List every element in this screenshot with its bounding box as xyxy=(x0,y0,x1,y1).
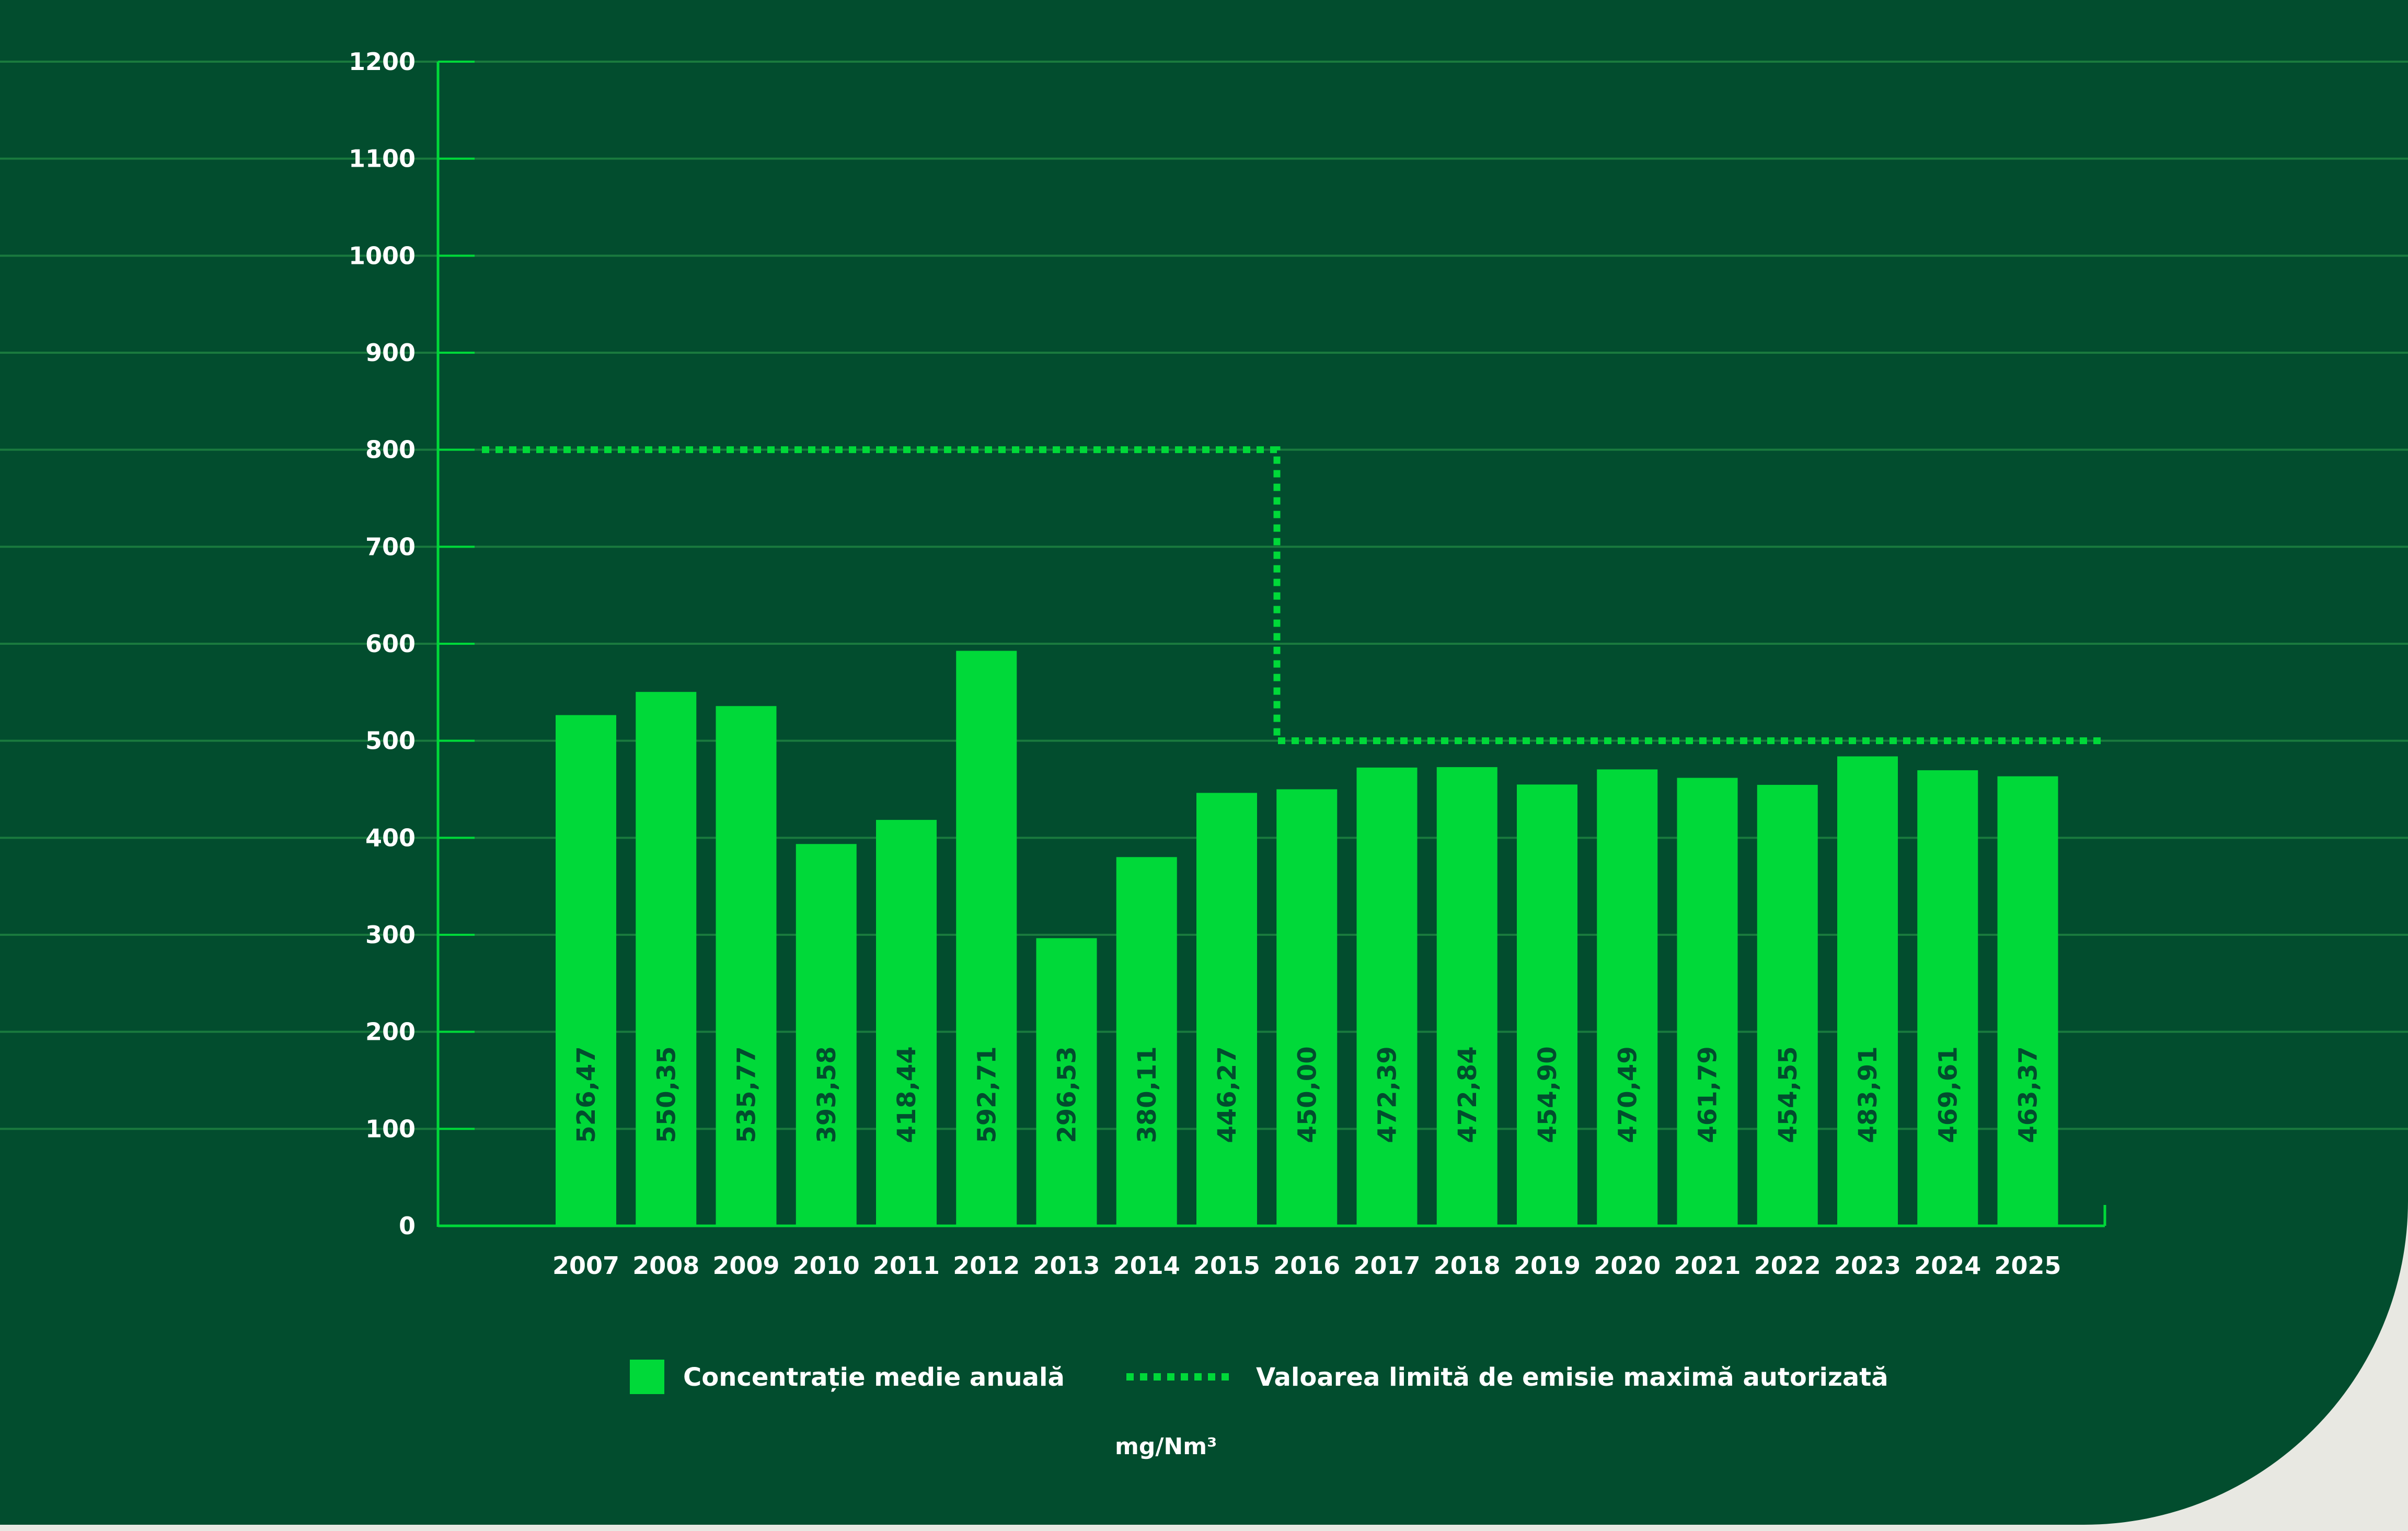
bar-value-label: 418,44 xyxy=(892,1046,921,1143)
bar xyxy=(1517,784,1577,1226)
bar-value-label: 472,39 xyxy=(1373,1046,1402,1143)
bar xyxy=(1356,767,1418,1226)
bar xyxy=(1997,776,2058,1226)
x-tick-label: 2009 xyxy=(712,1251,779,1280)
bar-value-label: 454,90 xyxy=(1533,1046,1562,1143)
bar xyxy=(1837,756,1898,1226)
bar-value-label: 472,84 xyxy=(1453,1046,1482,1143)
bar xyxy=(1917,770,1978,1226)
x-tick-label: 2012 xyxy=(953,1251,1020,1280)
bar-value-label: 380,11 xyxy=(1133,1046,1162,1143)
bar-value-label: 450,00 xyxy=(1293,1046,1322,1143)
y-tick-label: 400 xyxy=(365,824,416,852)
y-tick-label: 600 xyxy=(365,630,416,658)
y-tick-label: 1200 xyxy=(349,48,416,76)
x-tick-label: 2010 xyxy=(793,1251,860,1280)
bar-value-label: 535,77 xyxy=(732,1046,762,1143)
bar xyxy=(796,844,857,1226)
bar xyxy=(1116,857,1177,1226)
y-tick-label: 500 xyxy=(365,727,416,755)
x-tick-label: 2017 xyxy=(1353,1251,1420,1280)
x-tick-label: 2021 xyxy=(1674,1251,1741,1280)
bar xyxy=(1597,769,1658,1226)
bar xyxy=(716,706,777,1226)
bar-value-label: 483,91 xyxy=(1853,1046,1883,1143)
bar xyxy=(556,715,616,1226)
x-tick-label: 2016 xyxy=(1273,1251,1340,1280)
bar xyxy=(1436,767,1497,1226)
x-tick-label: 2013 xyxy=(1033,1251,1100,1280)
x-tick-label: 2022 xyxy=(1754,1251,1821,1280)
x-tick-label: 2019 xyxy=(1514,1251,1581,1280)
bar xyxy=(956,651,1017,1226)
y-tick-label: 800 xyxy=(365,436,416,464)
bar xyxy=(636,692,697,1226)
bar xyxy=(1196,793,1257,1226)
legend-limit-label: Valoarea limită de emisie maximă autoriz… xyxy=(1256,1363,1888,1392)
x-tick-label: 2011 xyxy=(873,1251,940,1280)
bar-value-label: 550,35 xyxy=(652,1046,681,1143)
bar-value-label: 469,61 xyxy=(1933,1046,1963,1143)
y-tick-label: 0 xyxy=(399,1212,416,1240)
y-tick-label: 1000 xyxy=(349,241,416,270)
x-tick-label: 2014 xyxy=(1113,1251,1180,1280)
legend-bar-swatch xyxy=(630,1360,664,1394)
x-tick-label: 2020 xyxy=(1594,1251,1661,1280)
bar xyxy=(1757,785,1818,1226)
bar-value-label: 454,55 xyxy=(1773,1046,1803,1143)
bar-value-label: 393,58 xyxy=(812,1046,842,1143)
x-tick-label: 2025 xyxy=(1994,1251,2061,1280)
bar-value-label: 461,79 xyxy=(1693,1046,1723,1143)
bar xyxy=(876,820,937,1226)
bar-value-label: 296,53 xyxy=(1053,1046,1082,1143)
y-tick-label: 300 xyxy=(365,921,416,949)
bar xyxy=(1677,778,1738,1226)
legend-bar-label: Concentrație medie anuală xyxy=(683,1363,1065,1392)
bar-value-label: 526,47 xyxy=(572,1046,601,1143)
bar xyxy=(1036,938,1097,1226)
bar xyxy=(1276,789,1338,1226)
unit-label: mg/Nm³ xyxy=(1115,1433,1217,1460)
limit-line xyxy=(482,446,2105,745)
bar-value-label: 446,27 xyxy=(1213,1046,1242,1143)
y-tick-label: 900 xyxy=(365,339,416,367)
bar-value-label: 470,49 xyxy=(1613,1046,1642,1143)
y-tick-label: 1100 xyxy=(349,145,416,173)
y-tick-label: 700 xyxy=(365,532,416,561)
x-tick-label: 2018 xyxy=(1434,1251,1501,1280)
x-tick-label: 2008 xyxy=(632,1251,699,1280)
y-tick-label: 200 xyxy=(365,1018,416,1046)
bar-value-label: 463,37 xyxy=(2014,1046,2043,1143)
x-tick-label: 2023 xyxy=(1834,1251,1901,1280)
y-tick-label: 100 xyxy=(365,1115,416,1143)
x-tick-label: 2007 xyxy=(552,1251,619,1280)
x-tick-label: 2015 xyxy=(1193,1251,1260,1280)
x-tick-label: 2024 xyxy=(1914,1251,1981,1280)
bar-value-label: 592,71 xyxy=(972,1046,1001,1143)
